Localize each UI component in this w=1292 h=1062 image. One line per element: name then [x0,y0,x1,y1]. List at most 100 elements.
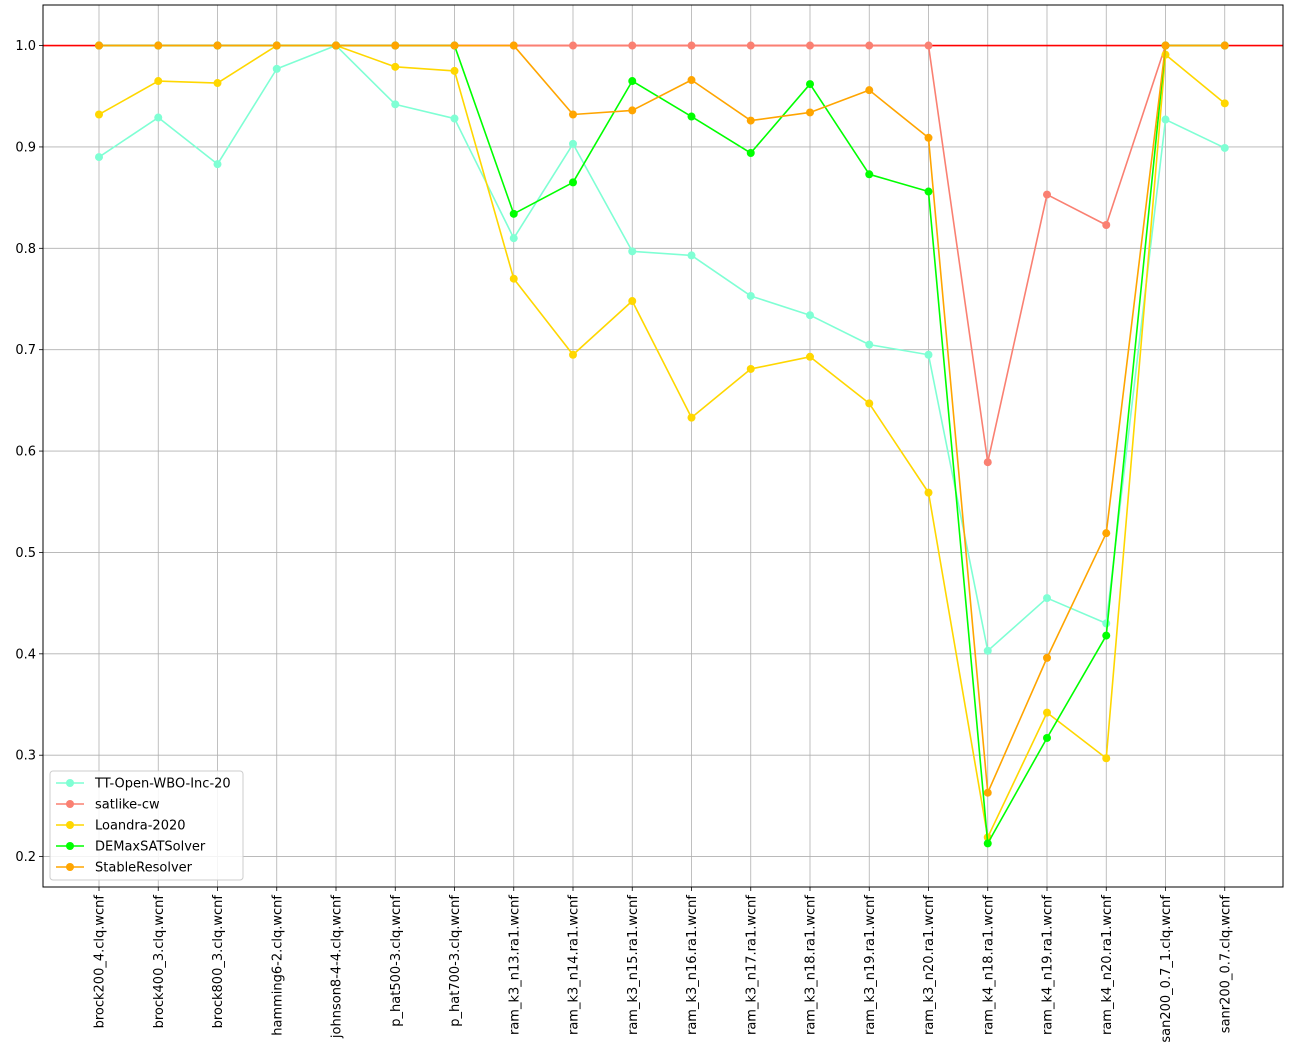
data-point [95,41,103,50]
data-point [687,112,696,121]
data-point [746,41,755,50]
legend-marker [66,842,74,850]
legend-label: Loandra-2020 [95,819,186,834]
y-tick-label: 0.4 [15,647,36,662]
data-point [628,77,637,86]
data-point [1043,190,1051,199]
data-point [391,41,400,50]
data-point [687,76,696,85]
series-stableresolver [95,41,1229,797]
data-point [806,80,814,89]
data-point [95,110,103,119]
data-point [1102,754,1111,763]
x-tick-label: sanr200_0.7.clq.wcnf [1218,895,1233,1034]
data-point [450,114,459,123]
series-layer [95,41,1229,848]
data-point [1220,41,1229,50]
legend-label: TT-Open-WBO-Inc-20 [94,777,231,792]
x-tick-label: ram_k4_n20.ra1.wcnf [1100,895,1115,1035]
data-point [746,291,755,300]
data-point [569,41,577,50]
x-tick-label: ram_k4_n19.ra1.wcnf [1041,895,1056,1035]
data-point [806,352,814,361]
data-point [983,646,992,655]
legend-marker [66,779,74,787]
x-tick-label: ram_k4_n18.ra1.wcnf [981,895,996,1035]
data-point [628,247,637,256]
data-point [983,839,992,848]
data-point [924,41,933,50]
x-tick-label: brock400_3.clq.wcnf [152,895,167,1029]
data-point [687,251,696,260]
data-point [154,41,163,50]
data-point [865,399,874,408]
data-point [806,41,814,50]
x-tick-label: ram_k3_n18.ra1.wcnf [804,895,819,1035]
data-point [865,340,874,349]
x-tick-label: ram_k3_n13.ra1.wcnf [507,895,522,1035]
legend-box [49,770,244,881]
data-point [983,458,992,467]
data-point [509,274,518,283]
data-point [628,106,637,115]
data-point [450,66,459,75]
data-point [509,209,518,218]
data-point [1043,708,1051,717]
x-tick-label: ram_k3_n17.ra1.wcnf [744,895,759,1035]
data-point [1102,220,1111,229]
data-point [95,153,103,162]
x-tick-label: brock200_4.clq.wcnf [93,895,108,1029]
legend-marker [66,863,74,871]
data-point [272,64,281,73]
x-tick-label: ram_k3_n20.ra1.wcnf [922,895,937,1035]
series-line [99,44,1225,794]
x-tick-label: san200_0.7_1.clq.wcnf [1159,895,1174,1043]
legend-marker [66,821,74,829]
data-point [213,160,222,169]
data-point [924,187,933,196]
data-point [1043,733,1051,742]
data-point [687,413,696,422]
y-tick-label: 0.7 [15,343,36,358]
data-point [154,113,163,122]
data-point [569,139,577,148]
data-point [1161,115,1170,124]
legend-label: StableResolver [95,861,193,876]
data-point [1102,619,1111,628]
data-point [569,350,577,359]
data-point [154,77,163,86]
data-point [1220,143,1229,152]
series-line [98,44,1226,652]
data-point [1102,529,1111,538]
legend-label: DEMaxSATSolver [95,840,206,855]
data-point [272,41,281,50]
data-point [509,234,518,243]
x-tick-label: ram_k3_n16.ra1.wcnf [685,895,700,1035]
data-point [865,170,874,179]
data-point [924,350,933,359]
data-point [924,488,933,497]
y-tick-label: 0.9 [15,140,36,155]
data-point [806,108,814,117]
data-point [687,41,696,50]
data-point [391,62,400,71]
x-tick-label: ram_k3_n19.ra1.wcnf [863,895,878,1035]
data-point [628,297,637,306]
data-point [806,311,814,320]
x-tick-label: johnson8-4-4.clq.wcnf [330,895,345,1039]
y-tick-label: 1.0 [15,39,36,54]
data-point [213,79,222,88]
data-point [1043,594,1051,603]
data-point [746,116,755,125]
data-point [569,178,577,187]
data-point [332,41,340,50]
x-tick-label: ram_k3_n15.ra1.wcnf [626,895,641,1035]
y-tick-label: 0.2 [15,850,36,865]
data-point [1102,631,1111,640]
data-point [450,41,459,50]
legend-marker [66,800,74,808]
data-point [924,133,933,142]
